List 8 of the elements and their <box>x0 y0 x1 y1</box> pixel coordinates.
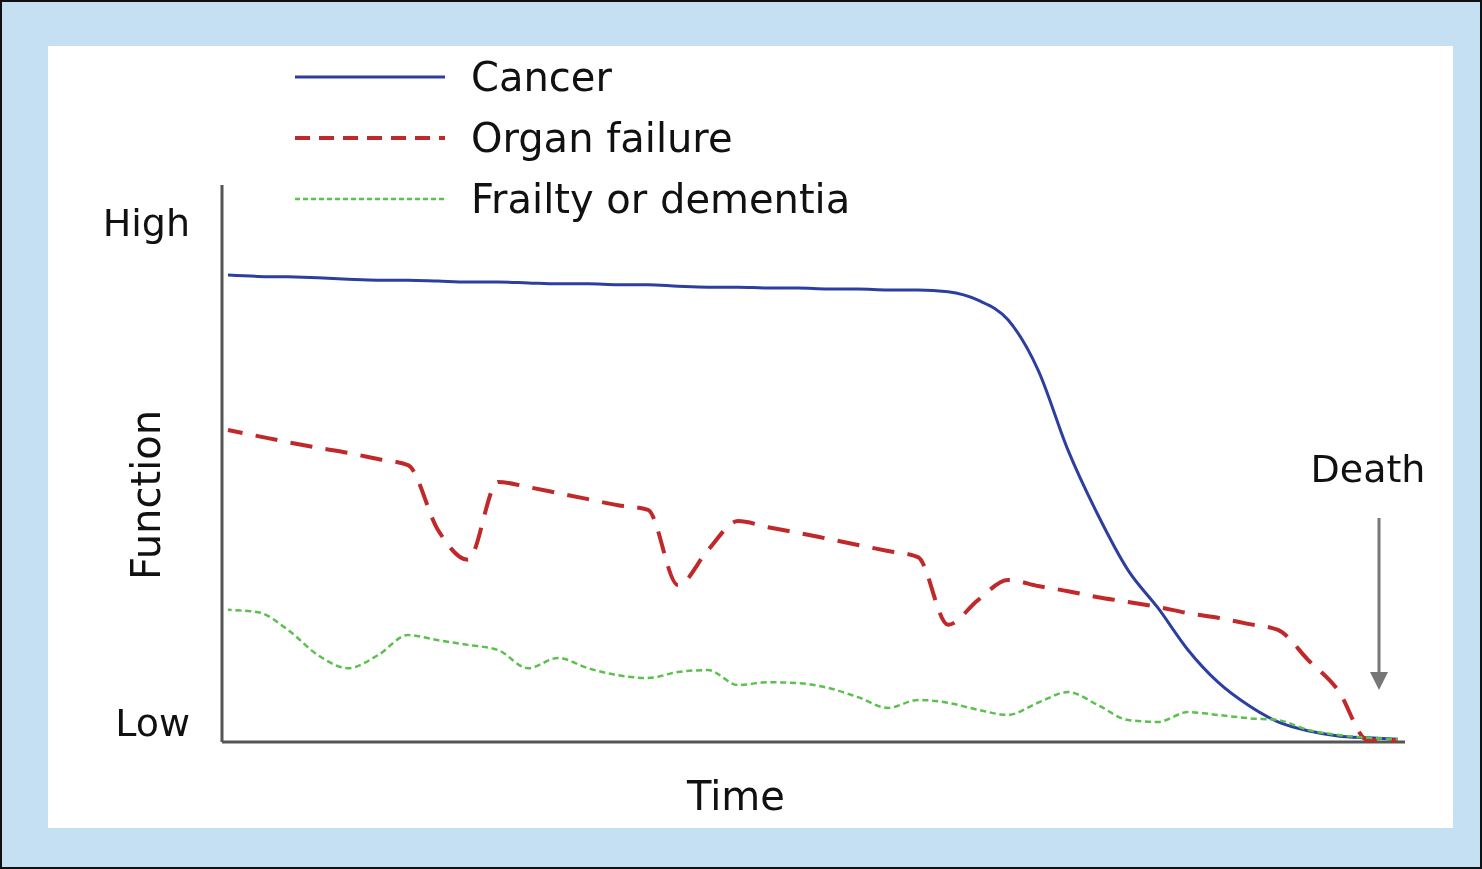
annotation: Death <box>1310 447 1426 491</box>
legend-label: Frailty or dementia <box>471 176 851 222</box>
text: Low <box>115 701 190 745</box>
y-axis-title: Function <box>123 409 169 581</box>
x-axis-title: Time <box>686 773 785 819</box>
text: High <box>102 201 190 245</box>
legend-label: Cancer <box>471 54 613 100</box>
legend-label: Organ failure <box>471 115 733 161</box>
